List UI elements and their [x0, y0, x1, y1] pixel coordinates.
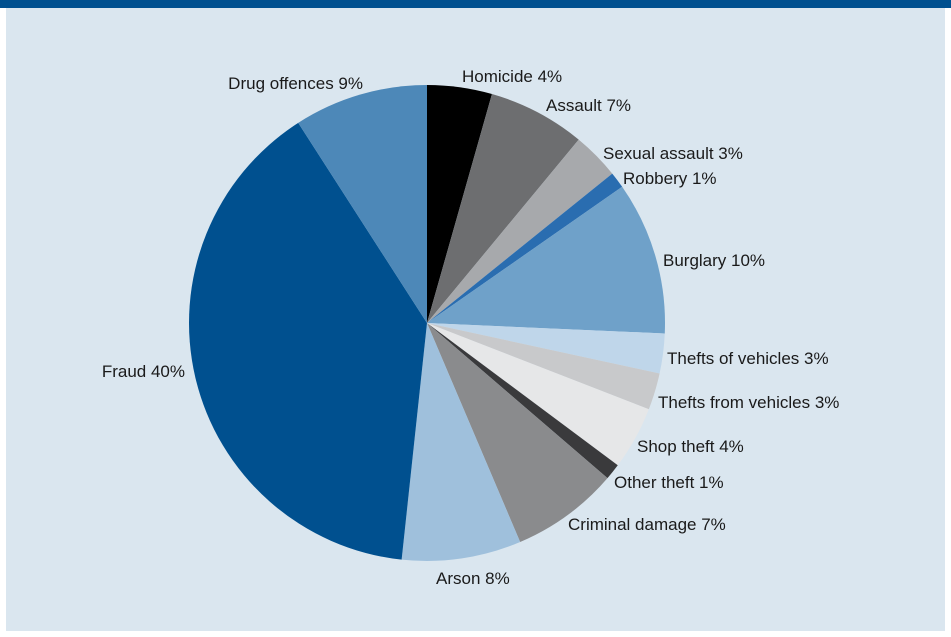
slice-label-shop-theft: Shop theft 4% [637, 437, 744, 456]
slice-label-fraud: Fraud 40% [102, 362, 185, 381]
pie-slice-burglary [427, 186, 666, 334]
pie-slice-shop-theft [427, 323, 649, 466]
slice-label-other-theft: Other theft 1% [614, 473, 724, 492]
top-accent-bar [0, 0, 951, 8]
pie-slices [189, 85, 666, 561]
pie-labels: Homicide 4% Assault 7% Sexual assault 3% Ro… [102, 67, 840, 588]
pie-slice-thefts-of-vehicles [427, 323, 665, 374]
pie-slice-homicide [427, 85, 492, 323]
pie-slice-sexual-assault [427, 139, 613, 323]
pie-slice-drug-offences [298, 85, 427, 323]
pie-slice-fraud [189, 122, 427, 560]
slice-label-assault: Assault 7% [546, 96, 631, 115]
pie-slice-other-theft [427, 323, 618, 479]
slice-label-criminal-damage: Criminal damage 7% [568, 515, 726, 534]
slice-label-thefts-of-vehicles: Thefts of vehicles 3% [667, 349, 829, 368]
slice-label-burglary: Burglary 10% [663, 251, 765, 270]
pie-slice-assault [427, 94, 579, 323]
slice-label-homicide: Homicide 4% [462, 67, 562, 86]
slice-label-drug-offences: Drug offences 9% [228, 74, 363, 93]
pie-slice-thefts-from-vehicles [427, 323, 660, 410]
pie-slice-robbery [427, 173, 623, 323]
pie-slice-criminal-damage [427, 323, 608, 543]
slice-label-arson: Arson 8% [436, 569, 510, 588]
slice-label-sexual-assault: Sexual assault 3% [603, 144, 743, 163]
slice-label-robbery: Robbery 1% [623, 169, 717, 188]
pie-slice-arson [401, 323, 521, 561]
slice-label-thefts-from-vehicles: Thefts from vehicles 3% [658, 393, 839, 412]
